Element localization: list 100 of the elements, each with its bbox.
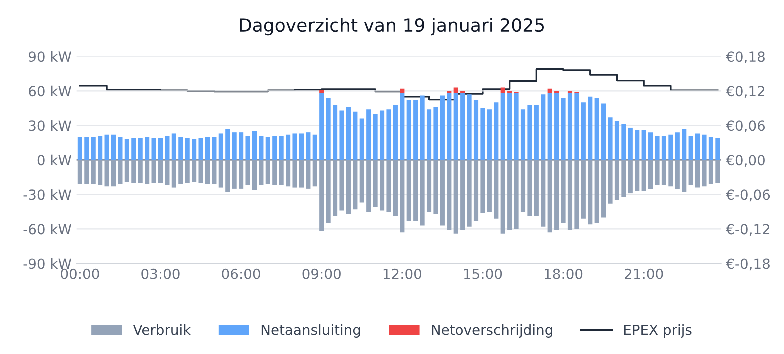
bar — [594, 160, 600, 224]
bar — [158, 160, 164, 184]
bar — [702, 134, 707, 160]
bar — [622, 124, 626, 160]
bar — [581, 102, 586, 160]
bar — [124, 139, 130, 160]
bar — [675, 132, 680, 160]
bar — [434, 107, 438, 160]
bar — [554, 160, 560, 230]
bar — [548, 88, 552, 94]
y2-tick-label: €0,00 — [726, 155, 765, 168]
y-tick-label: 30 kW — [29, 120, 72, 132]
bar — [561, 98, 566, 160]
bar — [91, 137, 96, 160]
bar — [279, 160, 284, 186]
bar — [608, 118, 613, 160]
bar — [487, 110, 492, 160]
bar — [366, 110, 372, 160]
bar — [568, 160, 573, 230]
bar — [226, 160, 230, 192]
x-tick-label: 12:00 — [384, 268, 422, 280]
bar — [500, 160, 506, 234]
bar — [716, 160, 720, 184]
bar — [406, 100, 412, 160]
bar — [279, 136, 284, 160]
bar — [400, 160, 405, 233]
bar — [138, 160, 143, 184]
bar — [118, 160, 123, 184]
bar — [614, 160, 620, 200]
y-tick-label: -90 kW — [24, 258, 72, 270]
bar — [696, 160, 700, 188]
bar — [178, 137, 184, 160]
bar — [541, 160, 546, 227]
bar — [454, 93, 458, 160]
bar — [252, 131, 258, 160]
x-tick-label: 00:00 — [61, 268, 100, 280]
bar — [373, 114, 378, 160]
bar — [406, 160, 412, 222]
bar — [320, 90, 324, 94]
bar — [312, 134, 318, 160]
x-tick-label: 18:00 — [545, 268, 583, 280]
bar — [98, 136, 103, 160]
bar — [642, 160, 646, 192]
y-tick-label: -60 kW — [24, 224, 72, 235]
bar — [320, 160, 324, 232]
chart-title: Dagoverzicht van 19 januari 2025 — [240, 18, 544, 36]
bar — [420, 96, 425, 160]
bar — [152, 138, 156, 160]
bar — [286, 160, 291, 187]
bar — [212, 160, 217, 184]
bar — [561, 160, 566, 224]
bar — [508, 160, 512, 230]
bar — [326, 98, 331, 160]
bar — [326, 160, 331, 224]
bar — [145, 137, 150, 160]
bar — [588, 160, 593, 225]
bar — [165, 136, 170, 160]
x-tick-label: 06:00 — [222, 268, 260, 280]
x-tick-label: 09:00 — [302, 268, 341, 280]
bar — [192, 160, 197, 182]
bar — [346, 107, 351, 160]
bar — [655, 136, 660, 160]
bar — [340, 160, 344, 211]
bar — [520, 160, 526, 212]
bar — [602, 104, 606, 160]
bar — [467, 160, 472, 227]
y-tick-label: 90 kW — [28, 51, 72, 62]
bar — [426, 160, 432, 212]
bar — [520, 110, 526, 160]
bar — [440, 160, 445, 226]
bar — [460, 93, 466, 160]
bar — [78, 160, 82, 184]
bar — [648, 132, 654, 160]
bar — [360, 160, 364, 203]
bar — [467, 94, 472, 160]
bar — [172, 134, 176, 160]
bar — [84, 137, 90, 160]
bar — [306, 160, 311, 189]
legend-label: Verbruik — [133, 324, 192, 336]
bar — [420, 160, 425, 226]
bar — [259, 160, 264, 186]
bar — [185, 138, 190, 160]
bar — [192, 139, 197, 160]
x-tick-label: 15:00 — [464, 268, 502, 280]
bar — [111, 134, 116, 160]
bar — [500, 93, 506, 160]
bar — [145, 160, 150, 184]
bar — [84, 160, 90, 184]
bar — [393, 160, 398, 217]
bar — [675, 160, 680, 189]
legend-label: EPEX prijs — [624, 324, 692, 338]
bar — [366, 160, 372, 212]
y2-tick-label: €0,06 — [726, 120, 766, 133]
bar — [688, 136, 694, 160]
bar — [226, 129, 230, 160]
bar — [299, 160, 304, 188]
bar — [688, 160, 694, 186]
bar — [333, 104, 338, 160]
bar — [534, 104, 539, 160]
bar — [78, 137, 82, 160]
